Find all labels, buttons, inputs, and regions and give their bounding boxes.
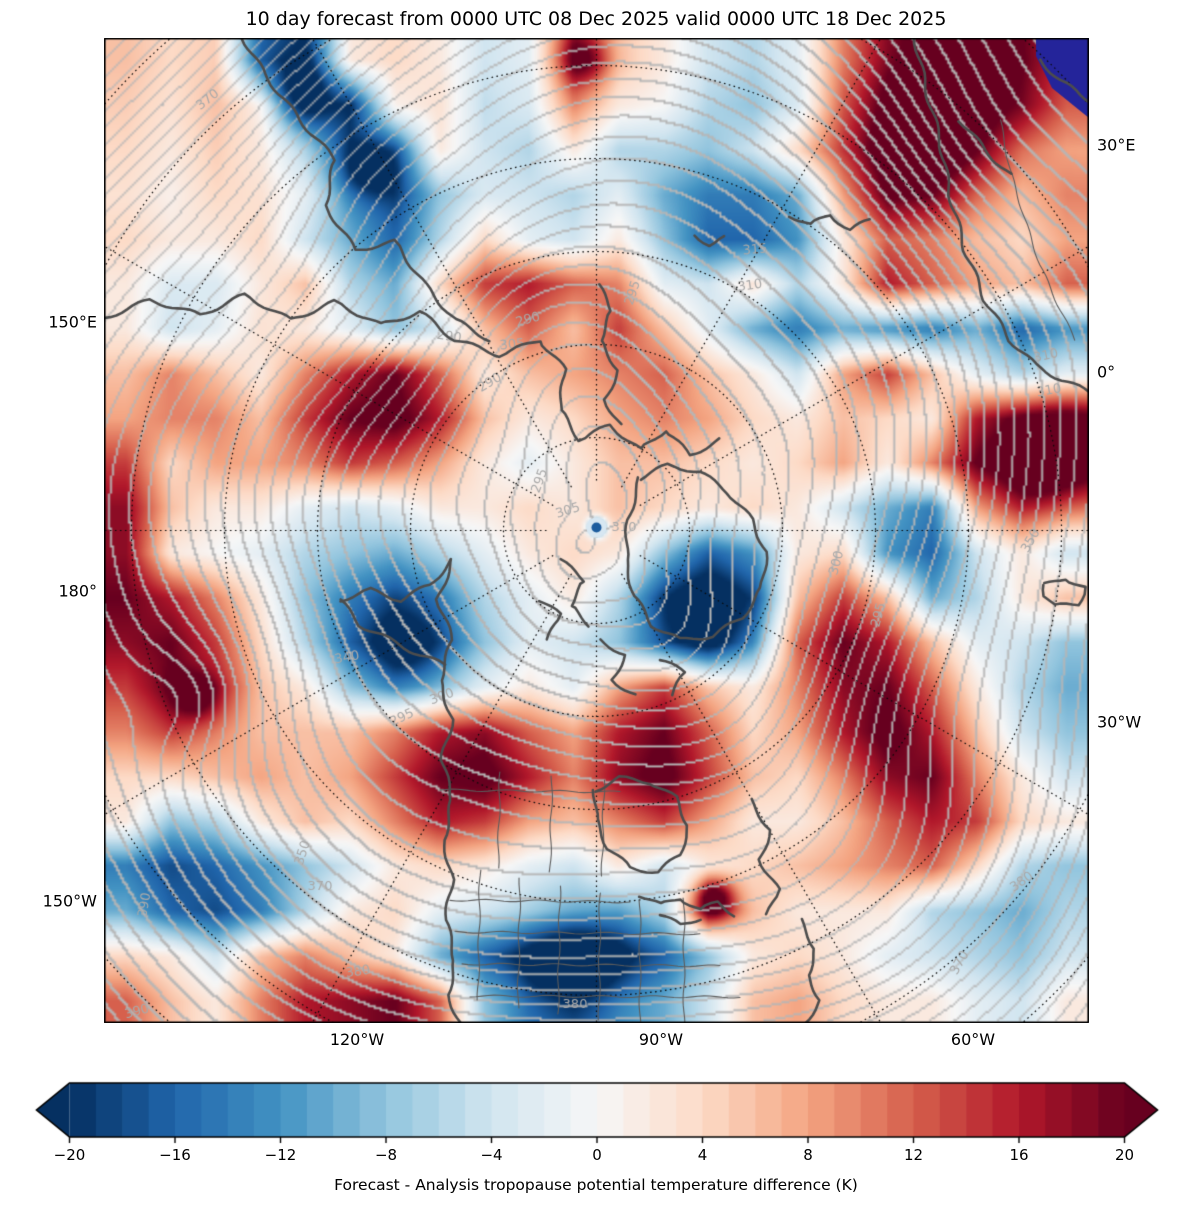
colorbar-tick-label: 20: [1114, 1146, 1135, 1164]
colorbar-tick-label: −4: [480, 1146, 503, 1164]
colorbar-tick-label: −8: [374, 1146, 398, 1164]
colorbar-tick-label: −12: [264, 1146, 297, 1164]
map-canvas: [104, 38, 1089, 1023]
colorbar-tick-label: 0: [592, 1146, 602, 1164]
colorbar-tick-label: −20: [53, 1146, 86, 1164]
colorbar-tick-label: 8: [803, 1146, 813, 1164]
colorbar-label: Forecast - Analysis tropopause potential…: [334, 1176, 858, 1194]
colorbar-tick-label: 4: [697, 1146, 708, 1164]
gridline-label: 120°W: [329, 1030, 385, 1049]
colorbar-canvas: [0, 1072, 1192, 1146]
gridline-label: 30°W: [1097, 712, 1142, 732]
gridline-label: 60°W: [950, 1030, 996, 1049]
gridline-label: 90°W: [638, 1030, 684, 1049]
colorbar-tick-label: 12: [903, 1146, 924, 1164]
gridline-label: 150°W: [42, 891, 97, 911]
plot-title: 10 day forecast from 0000 UTC 08 Dec 202…: [245, 8, 947, 30]
gridline-label: 0°: [1097, 362, 1116, 382]
gridline-label: 150°E: [48, 312, 97, 332]
colorbar-tick-label: 16: [1009, 1146, 1029, 1164]
gridline-label: 180°: [58, 581, 97, 601]
colorbar-tick-label: −16: [159, 1146, 191, 1164]
gridline-label: 30°E: [1097, 135, 1136, 155]
